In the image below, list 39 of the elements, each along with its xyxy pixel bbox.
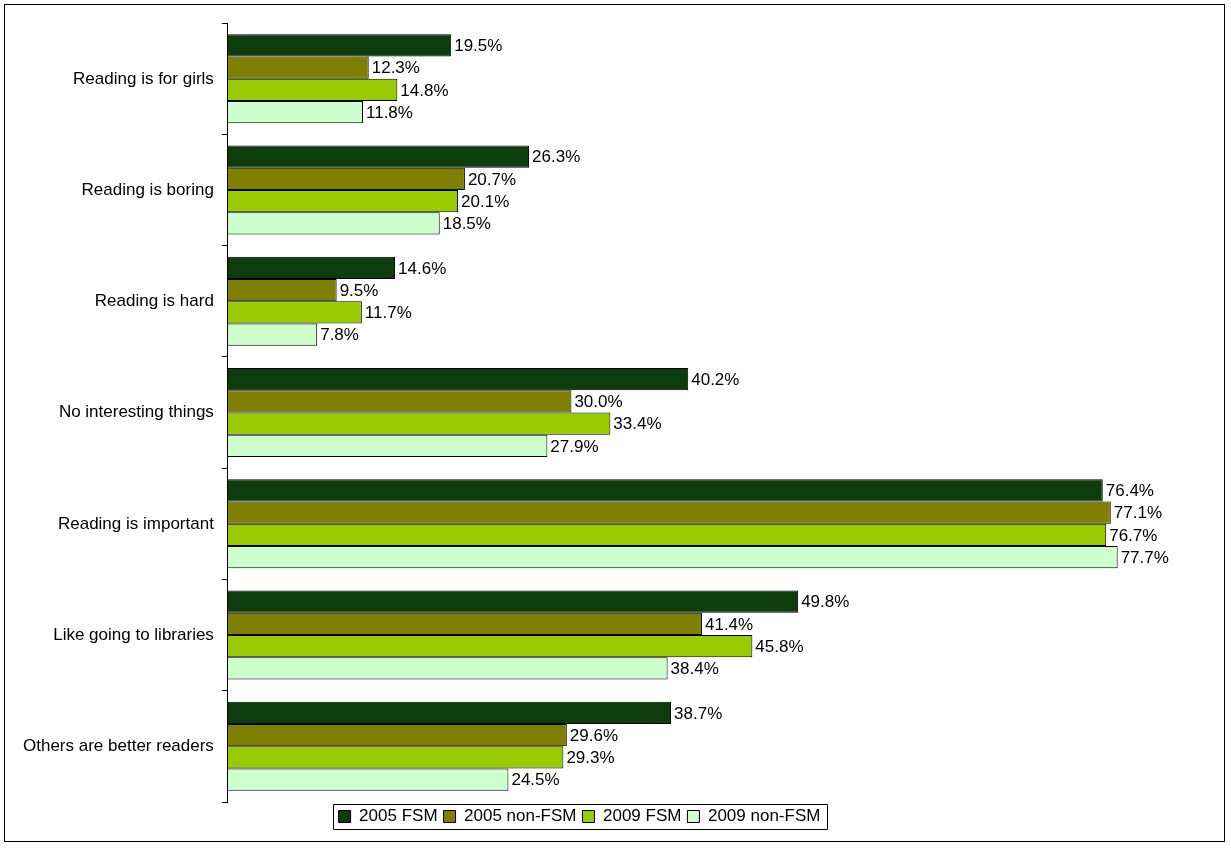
data-label: 20.1%	[461, 191, 510, 211]
data-label: 27.9%	[550, 436, 599, 456]
data-label: 18.5%	[442, 214, 491, 234]
data-label: 20.7%	[467, 169, 517, 189]
data-label: 38.4%	[670, 659, 719, 679]
legend-label: 2005 FSM	[359, 806, 438, 826]
data-label: 12.3%	[371, 58, 420, 78]
data-label: 30.0%	[574, 392, 623, 412]
data-label: 41.4%	[704, 614, 754, 634]
data-label: 26.3%	[532, 147, 581, 167]
data-label: 11.7%	[364, 303, 412, 323]
data-label: 14.6%	[398, 258, 447, 278]
data-label: 40.2%	[691, 369, 740, 389]
legend-label: 2009 non-FSM	[707, 806, 821, 826]
data-label: 29.3%	[566, 748, 615, 768]
data-label: 14.8%	[400, 80, 449, 100]
y-tick-label: Reading is hard	[94, 291, 214, 311]
y-tick-label: Reading is boring	[81, 179, 214, 199]
data-label: 76.4%	[1105, 481, 1154, 501]
data-label: 11.8%	[366, 102, 413, 122]
data-label: 7.8%	[320, 325, 359, 345]
data-label: 9.5%	[339, 280, 379, 300]
data-label: 45.8%	[755, 636, 804, 656]
data-label: 49.8%	[801, 592, 850, 612]
data-label: 19.5%	[454, 36, 503, 56]
data-label: 24.5%	[511, 770, 560, 790]
data-label: 29.6%	[569, 725, 619, 745]
y-tick-label: No interesting things	[58, 402, 214, 422]
legend-label: 2005 non-FSM	[464, 806, 577, 826]
data-label: 77.1%	[1113, 503, 1162, 523]
data-label: 33.4%	[613, 414, 662, 434]
y-tick-label: Like going to libraries	[53, 624, 214, 644]
y-tick-label: Others are better readers	[22, 736, 214, 756]
y-tick-label: Reading is for girls	[73, 68, 214, 88]
legend-label: 2009 FSM	[603, 806, 682, 826]
data-label: 77.7%	[1120, 547, 1169, 567]
y-tick-label: Reading is important	[57, 513, 215, 533]
data-label: 38.7%	[674, 703, 723, 723]
data-label: 76.7%	[1109, 525, 1158, 545]
